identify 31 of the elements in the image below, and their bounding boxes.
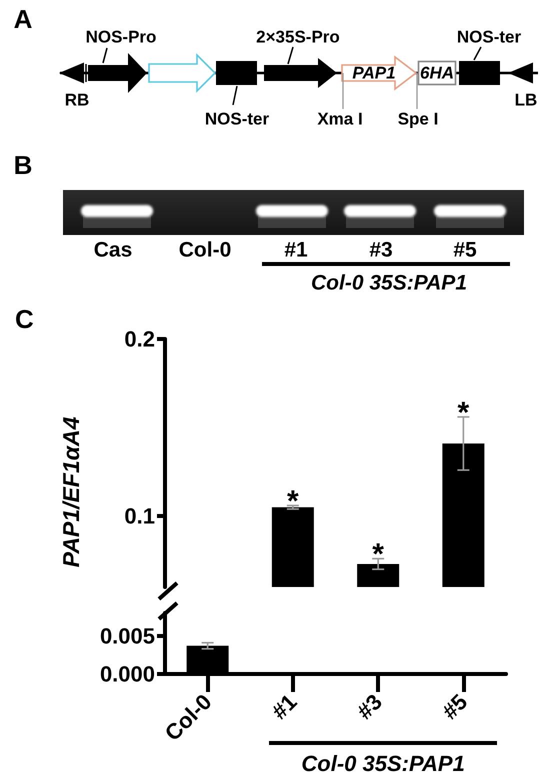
x-tick-label: #1: [266, 689, 302, 724]
text: B: [14, 150, 32, 180]
text: NOS-Pro: [86, 28, 156, 46]
x-tick-label: #3: [352, 689, 387, 724]
text: 2×35S-Pro: [256, 28, 340, 46]
category-label: Col-0: [178, 238, 232, 262]
y-tick-label: 0.000: [100, 662, 155, 686]
category-label: Cas: [94, 238, 132, 262]
text: Xma I: [317, 110, 363, 128]
chart-title: C: [15, 304, 34, 334]
text: A: [14, 4, 32, 34]
annotation: *: [458, 396, 470, 430]
y-tick-label: 0.2: [124, 326, 155, 352]
category-label: #1: [284, 238, 308, 262]
text: NOS-ter: [204, 110, 270, 128]
category-label: #5: [453, 238, 477, 262]
text: 6HA: [420, 64, 454, 82]
text: RB: [64, 90, 90, 110]
text: Col-0 35S:PAP1: [301, 751, 465, 776]
y-axis-title: PAP1/EF1αA4: [58, 416, 84, 568]
annotation: *: [372, 538, 384, 572]
text: PAP1: [352, 64, 396, 82]
text: NOS-ter: [456, 28, 522, 46]
text: Col-0 35S:PAP1: [311, 272, 467, 294]
text: LB: [514, 90, 538, 110]
x-tick-label: #5: [437, 689, 472, 724]
y-tick-label: 0.1: [124, 504, 155, 529]
y-tick-label: 0.005: [100, 623, 155, 648]
annotation: *: [287, 485, 300, 518]
text: Spe I: [398, 110, 438, 128]
category-label: #3: [369, 238, 393, 262]
